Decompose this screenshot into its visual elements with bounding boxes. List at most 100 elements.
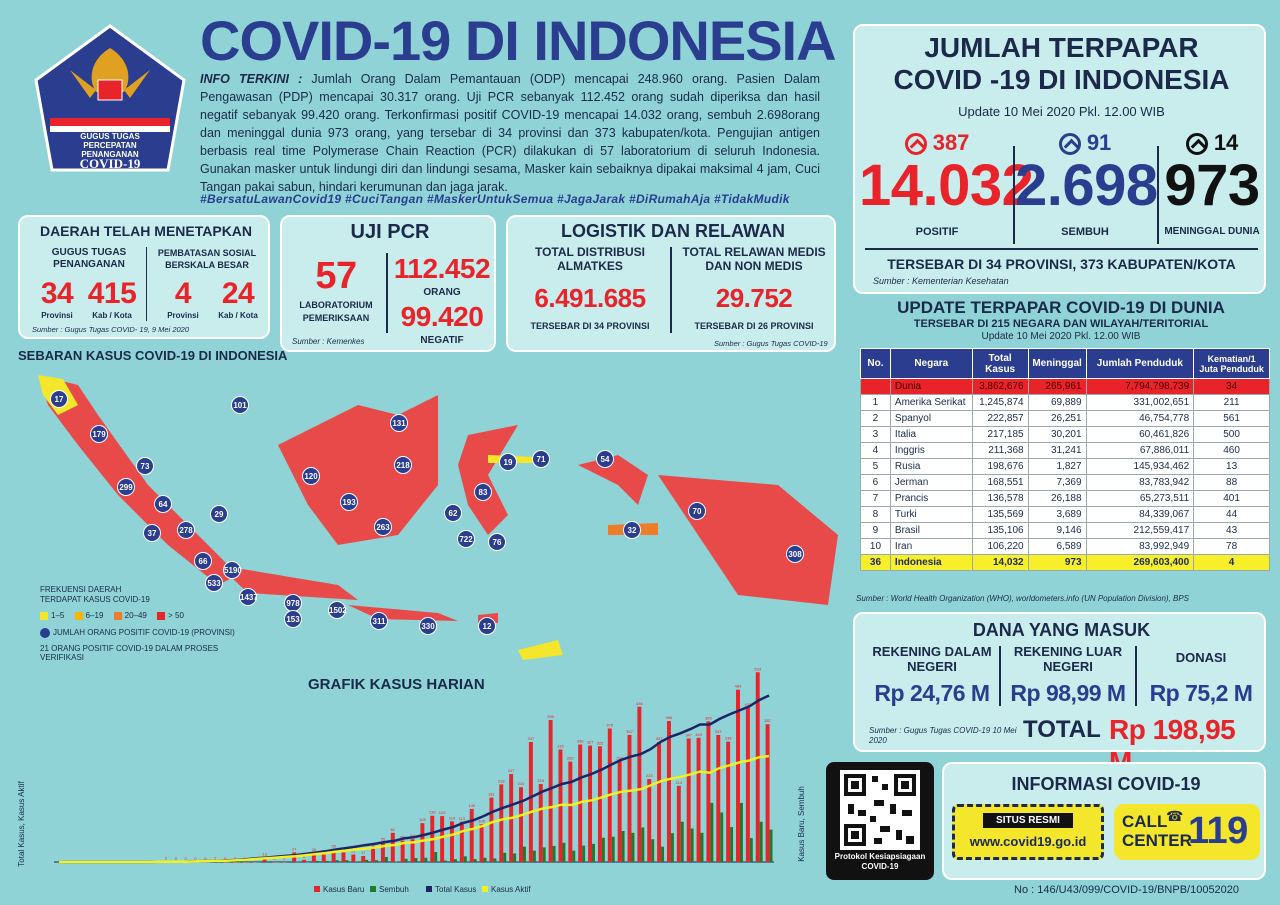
table-cell: Dunia <box>889 378 973 395</box>
table-row: 4 Inggris 211,368 31,241 67,886,011 460 <box>860 442 1270 459</box>
province-case-bubble: 193 <box>340 493 358 511</box>
province-case-bubble: 1437 <box>239 588 258 606</box>
info-title: INFORMASI COVID-19 <box>1011 774 1201 794</box>
recovered-bar <box>414 858 418 862</box>
table-cell: 135,106 <box>971 522 1029 539</box>
total-label: TOTAL <box>1023 716 1101 743</box>
province-case-bubble: 330 <box>419 617 437 635</box>
dana-source: Sumber : Gugus Tugas COVID-19 10 Mei 202… <box>869 726 1017 745</box>
rel-value: 29.752 <box>715 283 793 313</box>
recovered-bar <box>601 837 605 862</box>
new-cases-bar <box>657 742 662 862</box>
bar-data-label: 130 <box>429 810 436 815</box>
bar-data-label: 25 <box>312 847 317 852</box>
page-title: COVID-19 DI INDONESIA <box>200 9 837 72</box>
new-cases-bar <box>440 816 445 862</box>
province-case-bubble: 32 <box>623 521 641 539</box>
legend-title: FREKUENSI DAERAH TERDAPAT KASUS COVID-19 <box>40 585 150 604</box>
rel-label: TOTAL RELAWAN MEDIS DAN NON MEDIS <box>682 245 826 273</box>
recovered-bar <box>296 861 300 863</box>
call-center-box[interactable]: CALL CENTER ☎ 119 <box>1114 804 1260 860</box>
col-header: Total Kasus <box>971 348 1029 379</box>
bar-data-label: 387 <box>764 718 771 723</box>
phone-icon: ☎ <box>1166 808 1184 824</box>
psbb-kab-value: 24 <box>221 277 255 310</box>
psbb-prov-label: Provinsi <box>167 311 199 320</box>
new-cases-bar <box>686 738 691 862</box>
legend-label: 6–19 <box>85 611 104 620</box>
bar-data-label: 0 <box>194 856 197 861</box>
province-case-bubble: 76 <box>488 533 506 551</box>
recovered-bar <box>680 821 684 862</box>
recovered-bar <box>335 860 339 862</box>
new-cases-bar <box>479 824 484 862</box>
new-cases-bar <box>390 832 395 862</box>
table-cell: Prancis <box>889 490 973 507</box>
new-cases-bar <box>331 849 336 862</box>
table-cell: 88 <box>1193 474 1270 491</box>
garuda-emblem-icon <box>34 24 186 172</box>
bar-data-label: 17 <box>361 850 366 855</box>
bar-data-label: 13 <box>262 851 267 856</box>
table-cell: 211,368 <box>971 442 1029 459</box>
province-case-bubble: 66 <box>194 552 212 570</box>
province-case-bubble: 64 <box>154 495 172 513</box>
logistik-source: Sumber : Gugus Tugas COVID-19 <box>714 339 828 348</box>
qr-card[interactable]: Protokol Kesiapsiagaan COVID-19 <box>826 762 934 880</box>
recovered-bar <box>424 857 428 862</box>
table-cell: 222,857 <box>971 410 1029 427</box>
province-case-bubble: 179 <box>90 425 108 443</box>
world-subtitle: TERSEBAR DI 215 NEGARA DAN WILAYAH/TERIT… <box>913 318 1209 330</box>
psbb-prov-value: 4 <box>174 277 192 310</box>
bar-data-label: 0 <box>234 856 237 861</box>
bar-data-label: 2 <box>214 855 217 860</box>
table-cell: 3,862,676 <box>971 378 1029 395</box>
situs-url[interactable]: www.covid19.go.id <box>969 834 1087 849</box>
new-cases-bar <box>637 706 642 862</box>
table-cell: 30,201 <box>1027 426 1087 443</box>
hashtags: #BersatuLawanCovid19 #CuciTangan #Masker… <box>200 192 790 206</box>
positif-delta: 387 <box>932 130 970 155</box>
psbb-kab-label: Kab / Kota <box>218 311 258 320</box>
sembuh-label: SEMBUH <box>1061 226 1109 238</box>
recovered-bar <box>306 862 309 863</box>
gugus-kab-label: Kab / Kota <box>92 311 132 320</box>
legend-swatch <box>482 886 488 892</box>
info-terkini: INFO TERKINI : Jumlah Orang Dalam Pemant… <box>200 70 820 196</box>
table-cell: 4 <box>860 442 891 459</box>
bar-data-label: 113 <box>459 816 466 821</box>
table-row: 5 Rusia 198,676 1,827 145,934,462 13 <box>860 458 1270 475</box>
table-cell: 1,827 <box>1027 458 1087 475</box>
bar-data-label: 149 <box>468 803 475 808</box>
world-table: No. Negara Total Kasus Meninggal Jumlah … <box>860 348 1270 571</box>
bar-data-label: 21 <box>351 849 356 854</box>
recovered-bar <box>375 860 378 862</box>
table-cell: 500 <box>1193 426 1270 443</box>
recovered-bar <box>739 802 743 862</box>
table-cell: 269,603,400 <box>1085 554 1195 571</box>
bar-data-label: 433 <box>745 702 752 707</box>
new-cases-bar <box>450 821 454 862</box>
table-cell: Indonesia <box>889 554 973 571</box>
chart-title: GRAFIK KASUS HARIAN <box>308 676 485 693</box>
bar-data-label: 214 <box>675 780 682 785</box>
meninggal-delta: 14 <box>1213 130 1239 155</box>
province-case-bubble: 278 <box>177 521 195 539</box>
province-case-bubble: 19 <box>499 453 517 471</box>
situs-box[interactable]: SITUS RESMI www.covid19.go.id <box>952 804 1104 860</box>
table-cell: Rusia <box>889 458 973 475</box>
new-cases-bar <box>519 787 523 862</box>
province-case-bubble: 17 <box>50 390 68 408</box>
info-card: INFORMASI COVID-19 SITUS RESMI www.covid… <box>942 762 1266 880</box>
recovered-bar <box>345 860 349 862</box>
total-cases-line <box>58 694 770 864</box>
province-case-bubble: 12 <box>478 617 496 635</box>
table-cell: Amerika Serikat <box>889 394 973 411</box>
col-header: Meninggal <box>1027 348 1087 379</box>
legend-swatch <box>40 611 48 620</box>
table-cell: Brasil <box>889 522 973 539</box>
province-case-bubble: 62 <box>444 504 462 522</box>
recovered-bar <box>394 861 398 863</box>
province-case-bubble: 29 <box>210 505 228 523</box>
bar-data-label: 349 <box>695 732 702 737</box>
